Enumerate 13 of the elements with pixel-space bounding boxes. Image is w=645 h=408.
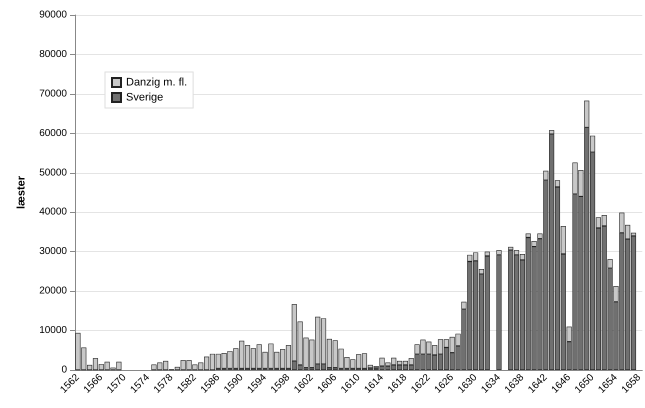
legend-label: Danzig m. fl.: [126, 76, 188, 88]
y-tick-label: 80000: [39, 48, 68, 60]
y-tick-label: 30000: [39, 246, 68, 258]
y-tick-label: 20000: [39, 286, 68, 297]
y-tick-label: 90000: [39, 10, 68, 20]
y-tick-label: 0: [61, 364, 68, 376]
legend-label: Sverige: [126, 92, 164, 104]
y-tick-label: 10000: [39, 325, 68, 336]
y-tick-label: 40000: [39, 206, 68, 218]
y-tick-label: 60000: [39, 128, 68, 139]
y-tick-label: 70000: [39, 88, 68, 100]
y-axis-title: læster: [16, 175, 28, 210]
y-tick-label: 50000: [39, 167, 68, 178]
